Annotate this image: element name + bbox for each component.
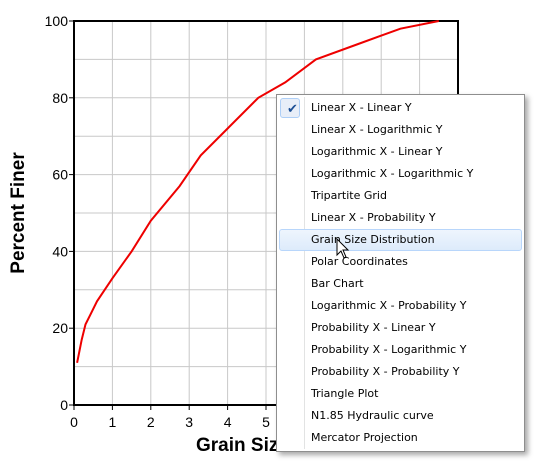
x-tick-label: 2: [147, 414, 155, 430]
menu-item-label: Linear X - Linear Y: [311, 101, 412, 114]
x-tick-label: 1: [109, 414, 117, 430]
x-tick-label: 4: [224, 414, 232, 430]
menu-item-probability-x-probability-y[interactable]: Probability X - Probability Y: [279, 361, 522, 383]
x-tick-label: 3: [185, 414, 193, 430]
menu-item-mercator-projection[interactable]: Mercator Projection: [279, 427, 522, 449]
menu-item-logarithmic-x-probability-y[interactable]: Logarithmic X - Probability Y: [279, 295, 522, 317]
series-line: [76, 20, 439, 363]
menu-item-label: Logarithmic X - Logarithmic Y: [311, 167, 474, 180]
menu-item-label: Probability X - Probability Y: [311, 365, 460, 378]
menu-item-label: Polar Coordinates: [311, 255, 408, 268]
chart-type-context-menu[interactable]: ✔ Linear X - Linear Y Linear X - Logarithm…: [276, 94, 525, 452]
menu-item-linear-x-linear-y[interactable]: ✔ Linear X - Linear Y: [279, 97, 522, 119]
menu-item-label: Grain Size Distribution: [311, 233, 435, 246]
checkmark-icon: ✔: [280, 98, 300, 118]
menu-item-n1-85-hydraulic-curve[interactable]: N1.85 Hydraulic curve: [279, 405, 522, 427]
menu-item-label: Probability X - Linear Y: [311, 321, 436, 334]
menu-item-grain-size-distribution[interactable]: Grain Size Distribution: [279, 229, 522, 251]
menu-item-label: Logarithmic X - Linear Y: [311, 145, 443, 158]
y-axis-label: Percent Finer: [8, 152, 29, 274]
x-tick-label: 0: [70, 414, 78, 430]
x-tick-label: 5: [262, 414, 270, 430]
menu-item-label: N1.85 Hydraulic curve: [311, 409, 434, 422]
menu-item-bar-chart[interactable]: Bar Chart: [279, 273, 522, 295]
menu-item-probability-x-linear-y[interactable]: Probability X - Linear Y: [279, 317, 522, 339]
menu-item-triangle-plot[interactable]: Triangle Plot: [279, 383, 522, 405]
y-tick-label: 0: [60, 397, 68, 413]
menu-item-linear-x-probability-y[interactable]: Linear X - Probability Y: [279, 207, 522, 229]
menu-item-logarithmic-x-linear-y[interactable]: Logarithmic X - Linear Y: [279, 141, 522, 163]
menu-item-probability-x-logarithmic-y[interactable]: Probability X - Logarithmic Y: [279, 339, 522, 361]
menu-item-logarithmic-x-logarithmic-y[interactable]: Logarithmic X - Logarithmic Y: [279, 163, 522, 185]
y-tick-label: 40: [52, 243, 68, 259]
y-tick-label: 100: [45, 13, 69, 29]
menu-item-label: Linear X - Probability Y: [311, 211, 436, 224]
x-axis-label: Grain Siz: [196, 435, 278, 456]
y-tick-label: 20: [52, 320, 68, 336]
menu-item-tripartite-grid[interactable]: Tripartite Grid: [279, 185, 522, 207]
mouse-pointer-icon: [336, 238, 350, 259]
menu-icon-gutter: [304, 97, 305, 449]
menu-item-label: Logarithmic X - Probability Y: [311, 299, 467, 312]
chart-ticks: 0 1 2 3 4 5 0 20 40 60 80 100: [45, 13, 270, 430]
menu-item-label: Mercator Projection: [311, 431, 418, 444]
y-tick-label: 60: [52, 167, 68, 183]
menu-item-label: Probability X - Logarithmic Y: [311, 343, 467, 356]
y-tick-label: 80: [52, 90, 68, 106]
menu-item-label: Linear X - Logarithmic Y: [311, 123, 443, 136]
menu-item-label: Bar Chart: [311, 277, 364, 290]
menu-item-label: Tripartite Grid: [311, 189, 387, 202]
menu-item-linear-x-logarithmic-y[interactable]: Linear X - Logarithmic Y: [279, 119, 522, 141]
menu-item-polar-coordinates[interactable]: Polar Coordinates: [279, 251, 522, 273]
menu-item-label: Triangle Plot: [311, 387, 379, 400]
